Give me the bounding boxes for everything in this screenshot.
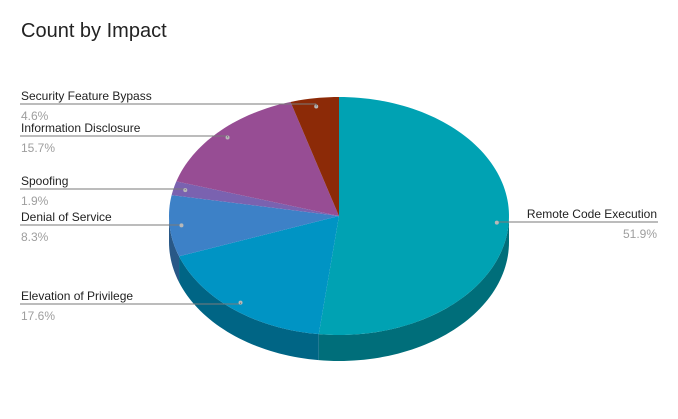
slice-side-elevation-of-privilege xyxy=(179,256,319,361)
slice-label-elevation-of-privilege: Elevation of Privilege xyxy=(21,289,133,303)
slice-remote-code-execution[interactable] xyxy=(318,97,509,335)
slice-label-spoofing: Spoofing xyxy=(21,174,68,188)
leader-dot xyxy=(494,220,499,225)
slice-elevation-of-privilege[interactable] xyxy=(179,216,339,335)
slice-label-remote-code-execution: Remote Code Execution xyxy=(527,207,657,221)
slice-percent-remote-code-execution: 51.9% xyxy=(623,227,657,241)
slice-percent-elevation-of-privilege: 17.6% xyxy=(21,309,55,323)
slice-label-information-disclosure: Information Disclosure xyxy=(21,121,141,135)
slice-percent-information-disclosure: 15.7% xyxy=(21,141,55,155)
chart-title: Count by Impact xyxy=(21,20,167,42)
slice-side-denial-of-service xyxy=(169,216,180,283)
slice-spoofing[interactable] xyxy=(171,181,339,216)
slice-security-feature-bypass[interactable] xyxy=(290,97,339,216)
slice-information-disclosure[interactable] xyxy=(176,101,339,216)
slice-label-denial-of-service: Denial of Service xyxy=(21,210,112,224)
slice-side-remote-code-execution xyxy=(318,216,509,361)
slice-label-security-feature-bypass: Security Feature Bypass xyxy=(21,89,152,103)
slice-percent-security-feature-bypass: 4.6% xyxy=(21,109,49,123)
leader-dot xyxy=(179,223,184,228)
slice-denial-of-service[interactable] xyxy=(169,195,339,257)
slice-percent-denial-of-service: 8.3% xyxy=(21,230,49,244)
slice-percent-spoofing: 1.9% xyxy=(21,194,49,208)
